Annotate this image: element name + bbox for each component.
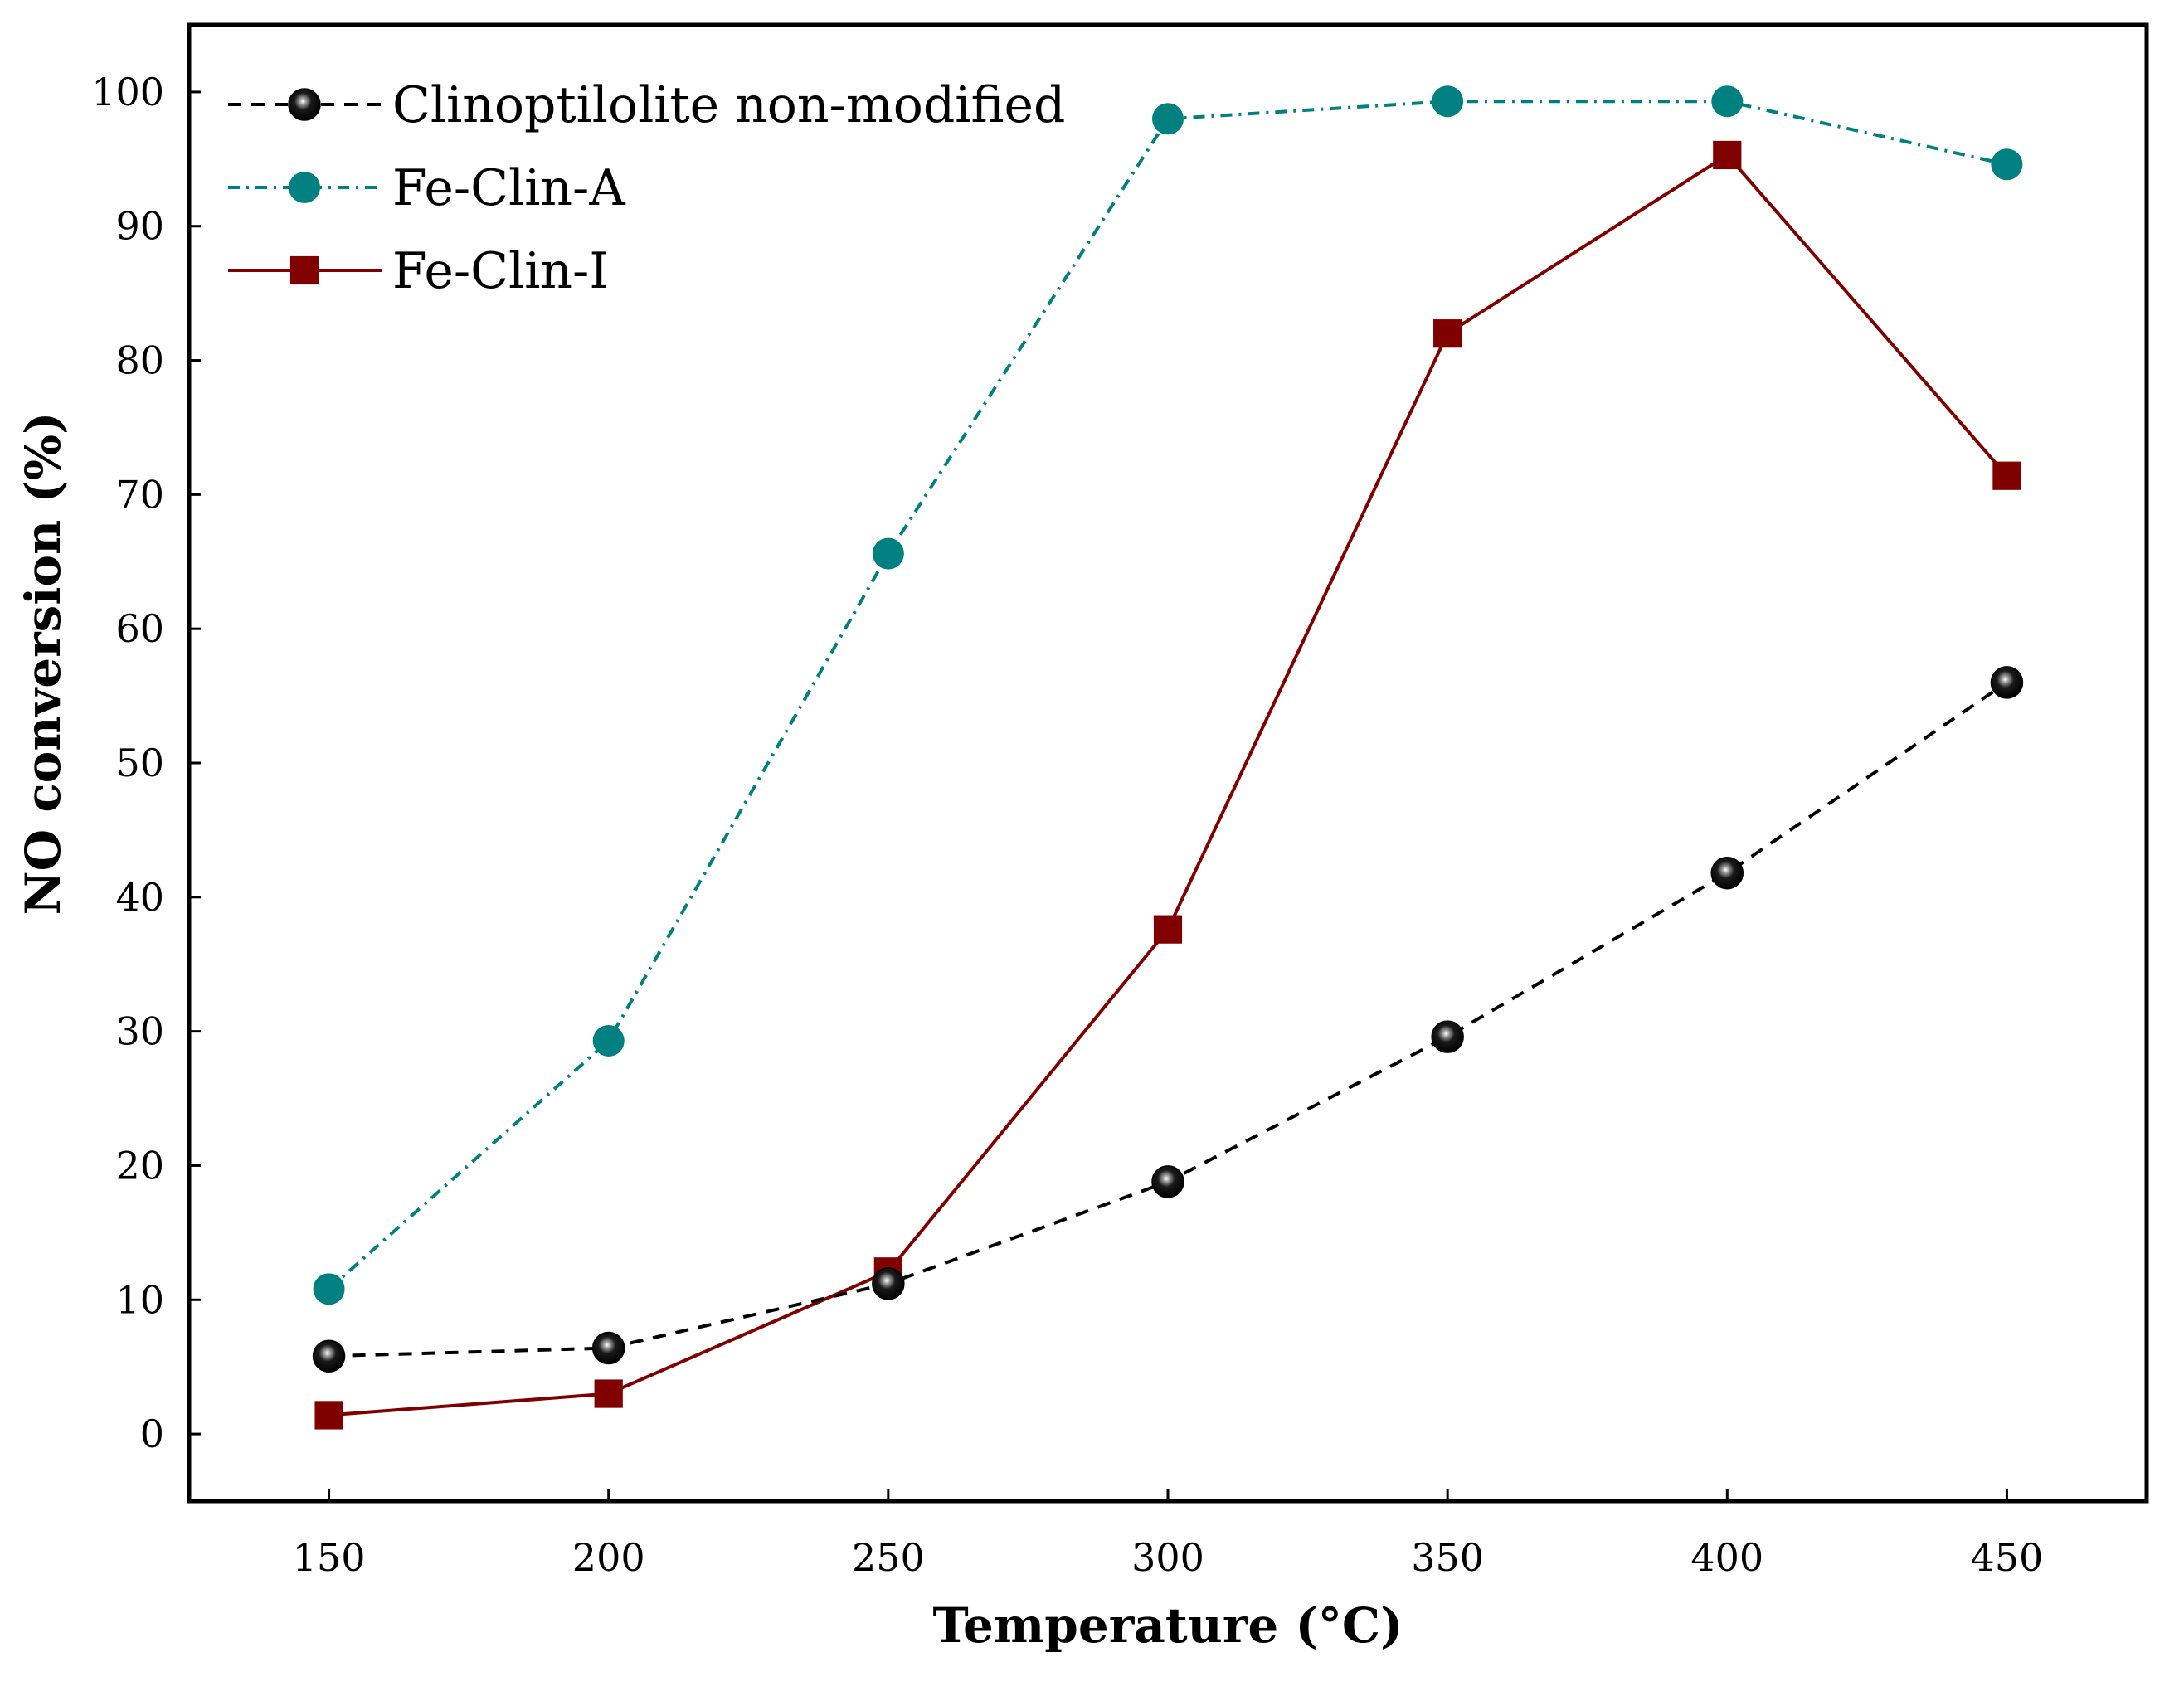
x-tick-label: 150 bbox=[293, 1535, 366, 1580]
y-tick-label: 90 bbox=[115, 204, 164, 249]
legend-marker-clinoptilolite-non-modified bbox=[288, 88, 321, 121]
data-point-fe-clin-i bbox=[1992, 461, 2021, 490]
legend-item-fe-clin-a: Fe-Clin-A bbox=[228, 159, 625, 217]
legend: Clinoptilolite non-modified Fe-Clin-A Fe-C… bbox=[228, 76, 1065, 300]
x-tick-label: 350 bbox=[1411, 1535, 1484, 1580]
x-axis-ticks: 150 200 250 300 350 400 450 bbox=[293, 1489, 2044, 1580]
data-point-fe-clin-i bbox=[1713, 140, 1742, 170]
y-tick-label: 30 bbox=[115, 1009, 164, 1054]
data-point-fe-clin-a bbox=[1711, 85, 1744, 118]
data-point-fe-clin-a bbox=[872, 537, 904, 570]
data-point-clinoptilolite-non-modified bbox=[1431, 1020, 1464, 1053]
series-line-fe-clin-i bbox=[328, 153, 2008, 1417]
data-point-clinoptilolite-non-modified bbox=[872, 1267, 905, 1300]
y-tick-label: 80 bbox=[115, 338, 164, 383]
data-point-clinoptilolite-non-modified bbox=[312, 1339, 346, 1373]
data-point-fe-clin-a bbox=[1432, 85, 1464, 118]
legend-item-fe-clin-i: Fe-Clin-I bbox=[228, 242, 609, 300]
x-tick-label: 300 bbox=[1131, 1535, 1204, 1580]
x-axis-title: Temperature (°C) bbox=[932, 1597, 1403, 1654]
legend-marker-fe-clin-i bbox=[289, 255, 319, 285]
series-fe-clin-a bbox=[313, 85, 2023, 1305]
data-point-fe-clin-i bbox=[314, 1401, 343, 1430]
y-tick-label: 50 bbox=[115, 741, 164, 785]
y-axis-ticks: 0 10 20 30 40 50 60 70 80 90 100 bbox=[91, 70, 201, 1456]
y-tick-label: 0 bbox=[140, 1411, 164, 1456]
y-tick-label: 60 bbox=[115, 606, 164, 651]
data-point-clinoptilolite-non-modified bbox=[1151, 1165, 1184, 1198]
legend-label: Clinoptilolite non-modified bbox=[392, 76, 1065, 134]
series-layer bbox=[312, 85, 2024, 1430]
data-point-fe-clin-a bbox=[1991, 148, 2023, 181]
x-tick-label: 250 bbox=[852, 1535, 925, 1580]
data-point-fe-clin-a bbox=[592, 1024, 625, 1057]
legend-label: Fe-Clin-A bbox=[392, 159, 625, 217]
data-point-fe-clin-i bbox=[594, 1379, 623, 1408]
x-tick-label: 450 bbox=[1971, 1535, 2044, 1580]
y-tick-label: 40 bbox=[115, 875, 164, 920]
y-tick-label: 20 bbox=[115, 1143, 164, 1188]
data-point-clinoptilolite-non-modified bbox=[1990, 666, 2024, 699]
x-tick-label: 400 bbox=[1690, 1535, 1763, 1580]
x-tick-label: 200 bbox=[572, 1535, 645, 1580]
data-point-fe-clin-i bbox=[1153, 915, 1183, 944]
data-point-fe-clin-i bbox=[1433, 319, 1462, 348]
data-point-clinoptilolite-non-modified bbox=[1710, 856, 1744, 890]
y-tick-label: 10 bbox=[115, 1277, 164, 1322]
data-point-fe-clin-a bbox=[313, 1273, 345, 1305]
legend-label: Fe-Clin-I bbox=[392, 242, 609, 300]
y-tick-label: 70 bbox=[115, 472, 164, 517]
data-point-fe-clin-a bbox=[1152, 103, 1184, 135]
series-line-clinoptilolite-non-modified bbox=[328, 681, 2008, 1358]
series-clinoptilolite-non-modified bbox=[312, 666, 2024, 1373]
legend-marker-fe-clin-a bbox=[289, 172, 320, 203]
y-axis-title: NO conversion (%) bbox=[15, 412, 71, 916]
data-point-clinoptilolite-non-modified bbox=[591, 1331, 625, 1365]
y-tick-label: 100 bbox=[91, 70, 164, 114]
series-fe-clin-i bbox=[314, 140, 2021, 1430]
legend-item-clinoptilolite-non-modified: Clinoptilolite non-modified bbox=[228, 76, 1065, 134]
